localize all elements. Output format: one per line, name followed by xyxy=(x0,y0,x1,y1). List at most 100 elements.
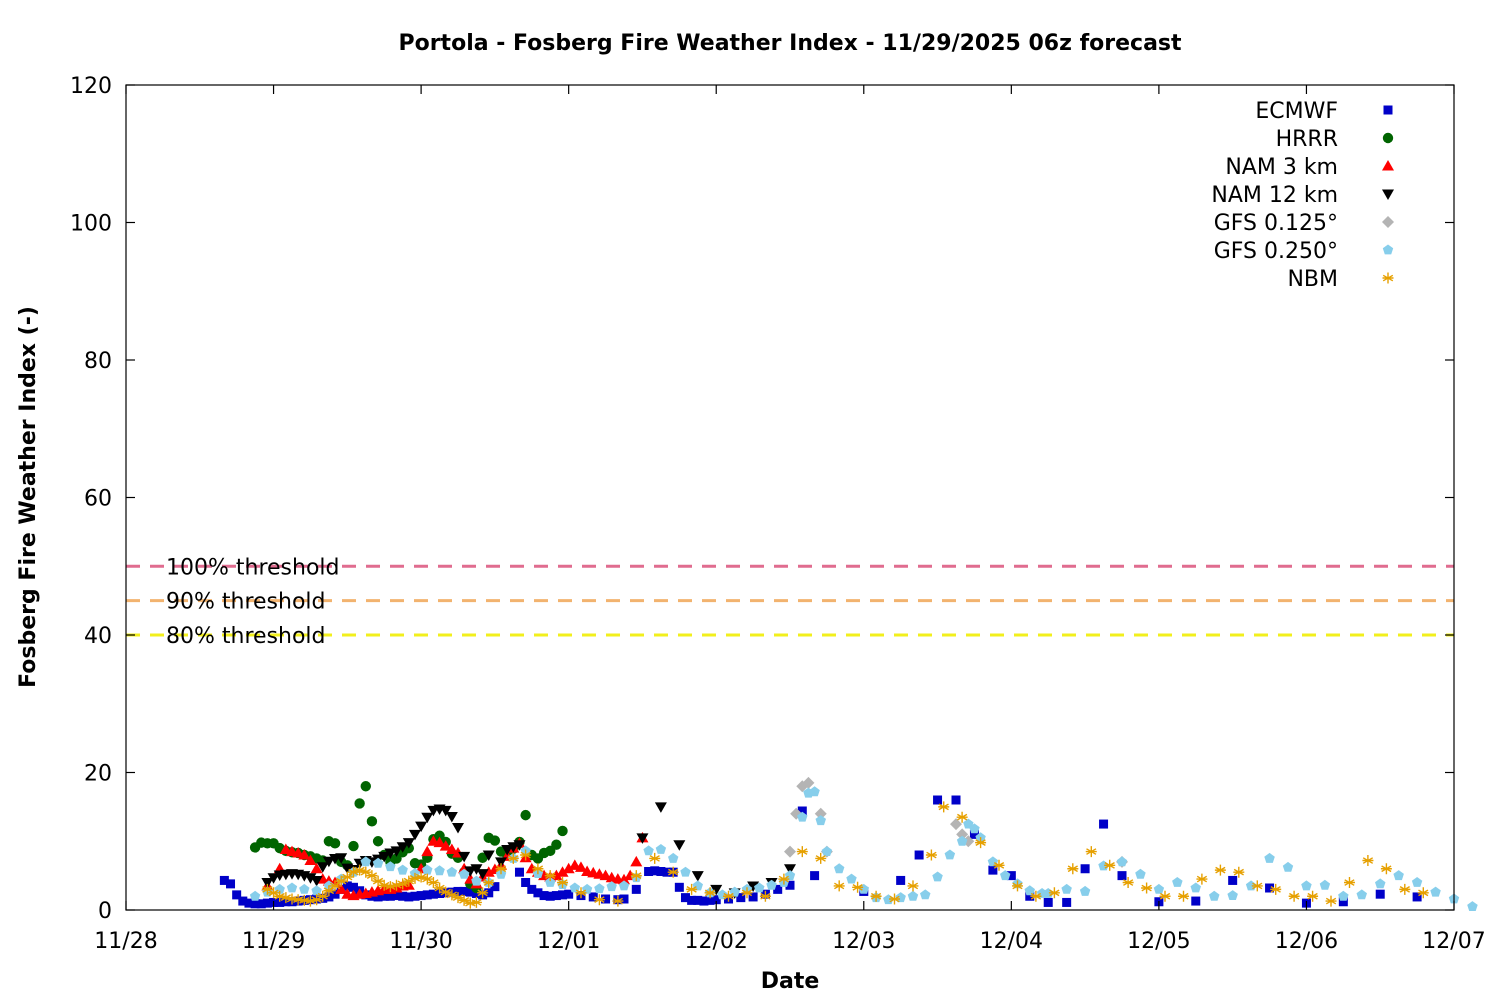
data-point xyxy=(815,815,826,826)
data-point xyxy=(588,892,598,902)
data-point xyxy=(360,866,372,878)
threshold-lines: 100% threshold 90% threshold 80% threshold xyxy=(126,555,1454,649)
x-tick-label: 12/04 xyxy=(980,929,1043,954)
data-point xyxy=(490,882,500,892)
legend-label: GFS 0.250° xyxy=(1214,239,1338,264)
data-point xyxy=(286,893,298,905)
data-point xyxy=(1343,877,1355,888)
data-point xyxy=(1380,863,1392,875)
data-point xyxy=(907,890,919,901)
data-point xyxy=(366,816,378,827)
data-point xyxy=(317,890,329,902)
data-point xyxy=(933,795,943,805)
data-point xyxy=(852,881,864,893)
data-point xyxy=(238,896,248,906)
data-point xyxy=(274,890,286,902)
data-point xyxy=(330,889,340,899)
data-point xyxy=(650,866,660,876)
data-point xyxy=(1412,892,1422,902)
data-point xyxy=(1080,864,1090,874)
data-point xyxy=(545,877,556,887)
data-point xyxy=(1030,890,1042,902)
data-point xyxy=(1024,885,1035,896)
data-point xyxy=(372,875,384,887)
data-point xyxy=(520,809,531,821)
data-point xyxy=(1270,883,1282,895)
data-point xyxy=(1062,897,1072,907)
legend-label: ECMWF xyxy=(1255,99,1338,124)
legend-label: HRRR xyxy=(1276,127,1338,152)
data-point xyxy=(391,879,403,891)
data-point xyxy=(335,853,348,864)
data-point xyxy=(907,880,919,892)
data-point xyxy=(390,846,403,857)
data-point xyxy=(347,866,359,878)
data-point xyxy=(378,879,390,891)
x-tick-label: 12/06 xyxy=(1275,929,1338,954)
data-point xyxy=(1251,880,1263,892)
y-tick-label: 80 xyxy=(84,349,112,374)
data-point xyxy=(1122,877,1134,888)
data-point xyxy=(569,882,580,893)
data-point xyxy=(920,889,931,900)
data-point xyxy=(710,884,723,896)
data-point xyxy=(557,825,568,837)
data-point xyxy=(422,864,433,875)
data-point xyxy=(396,842,409,853)
data-point xyxy=(606,881,617,892)
data-point xyxy=(809,786,820,797)
data-point xyxy=(1117,871,1127,881)
data-point xyxy=(680,866,691,877)
series-nam-12-km xyxy=(261,802,796,899)
data-point xyxy=(348,840,359,852)
legend-marker xyxy=(1382,160,1394,171)
data-point xyxy=(736,893,746,903)
data-point xyxy=(1411,877,1423,887)
data-point xyxy=(311,885,322,896)
data-point xyxy=(673,840,686,851)
data-point xyxy=(1417,887,1429,899)
data-point xyxy=(316,862,329,873)
data-point xyxy=(754,882,765,893)
y-tick-label: 20 xyxy=(84,762,112,787)
data-point xyxy=(489,835,501,846)
data-point xyxy=(1399,883,1411,895)
data-point xyxy=(778,873,790,885)
data-point xyxy=(446,889,458,901)
data-point xyxy=(1209,890,1220,901)
data-point xyxy=(482,850,495,861)
data-point xyxy=(975,837,987,849)
data-point xyxy=(434,882,446,894)
data-point xyxy=(1025,891,1035,901)
data-point xyxy=(557,877,569,888)
data-point xyxy=(564,889,574,899)
data-point xyxy=(415,871,427,883)
data-point xyxy=(421,812,434,824)
data-point xyxy=(711,895,721,905)
data-point xyxy=(956,811,968,823)
data-point xyxy=(275,897,285,907)
data-point xyxy=(1356,889,1367,900)
x-axis-label: Date xyxy=(761,969,820,994)
y-tick-label: 120 xyxy=(70,74,112,99)
data-point xyxy=(1191,896,1201,906)
data-point xyxy=(802,776,815,789)
data-point xyxy=(440,886,452,898)
data-point xyxy=(938,801,950,813)
data-point xyxy=(618,873,630,885)
legend: ECMWF HRRR NAM 3 km NAM 12 km GFS 0.125° GFS … xyxy=(1211,99,1394,292)
data-point xyxy=(593,894,605,906)
data-point xyxy=(398,891,408,901)
data-point xyxy=(1338,897,1348,907)
data-point xyxy=(465,887,475,897)
legend-label: NAM 3 km xyxy=(1225,155,1338,180)
data-point xyxy=(513,840,526,851)
data-point xyxy=(250,899,260,909)
data-point xyxy=(298,849,311,860)
data-point xyxy=(1190,882,1201,893)
data-point xyxy=(630,855,643,867)
data-point xyxy=(551,839,562,850)
data-point xyxy=(914,850,924,860)
data-point xyxy=(1000,870,1011,881)
